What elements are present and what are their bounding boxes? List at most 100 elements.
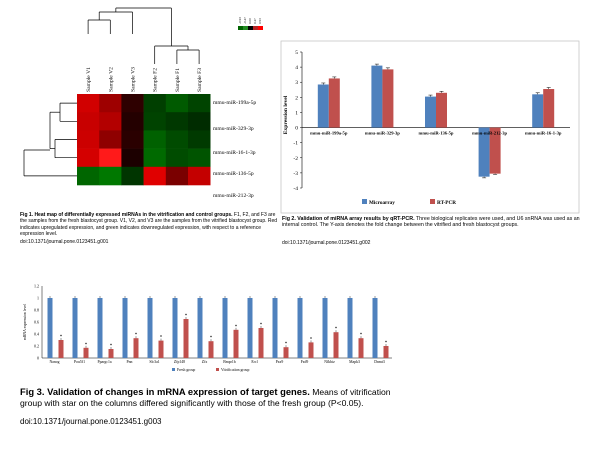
bar: [283, 347, 289, 358]
color-key-swatch: [238, 26, 243, 30]
bar: [347, 298, 353, 358]
color-key-label: 0.00: [248, 18, 252, 24]
fig2-chart: 5 4 3 2 1 0 -1 -2 -3 -4 Expression level mmu-miR-1…: [280, 40, 580, 214]
category-label: mmu-miR-329-3p: [365, 131, 400, 136]
y-tick-label: -1: [293, 141, 298, 147]
mirna-label: mmu-miR-16-1-3p: [213, 150, 256, 156]
fig3-caption: Fig 3. Validation of changes in mRNA exp…: [20, 386, 400, 409]
bar: [425, 96, 436, 128]
heatmap-cell: [77, 112, 100, 131]
bar: [247, 298, 253, 358]
color-key-swatch: [243, 26, 248, 30]
fig3-bars: * Nanog * Pou5f1 * Ppargc1a * Pnn * Slc3a1 * Zfp148…: [47, 296, 389, 364]
y-tick-label: 0: [295, 126, 298, 132]
significance-star: *: [160, 336, 163, 341]
y-axis-title: Expression level: [283, 95, 289, 134]
category-label: Zfx: [202, 360, 208, 364]
fig1-heatmap-cells: [77, 94, 211, 186]
fig3-legend: Fresh group Vitrification group: [172, 368, 249, 372]
heatmap-cell: [143, 166, 167, 186]
bar: [543, 89, 555, 128]
bar: [233, 329, 239, 358]
sample-label: Sample F3: [197, 68, 203, 92]
bar: [308, 342, 314, 358]
legend-label: RT-PCR: [437, 200, 456, 206]
bar: [47, 298, 53, 358]
y-tick-label: 1: [37, 296, 39, 301]
sample-label: Sample V3: [131, 67, 137, 92]
bar: [532, 94, 544, 128]
heatmap-cell: [77, 148, 100, 168]
heatmap-cell: [188, 112, 211, 131]
color-key-label: -0.93: [238, 17, 242, 24]
fig2-doi: doi:10.1371/journal.pone.0123451.g002: [282, 240, 371, 246]
significance-star: *: [335, 327, 338, 332]
significance-star: *: [310, 337, 313, 342]
y-tick-label: 0.8: [34, 308, 39, 313]
fig1-heatmap: Sample V1 Sample V2 Sample V3 Sample F2 Samp…: [23, 7, 263, 199]
legend-swatch: [430, 199, 435, 204]
bar: [122, 298, 128, 358]
bar: [147, 298, 153, 358]
heatmap-cell: [188, 166, 211, 186]
bar: [372, 298, 378, 358]
y-axis-title: mRNA expression level: [23, 304, 27, 340]
heatmap-cell: [143, 94, 167, 113]
fig1-caption-text: F1, F2, and F3 are the samples from the …: [20, 212, 278, 237]
fig1-row-dendrogram: [23, 102, 77, 177]
sample-label: Sample F1: [175, 68, 181, 92]
significance-star: *: [360, 333, 363, 338]
bar: [382, 69, 394, 128]
color-key-label: -0.47: [243, 17, 247, 24]
fig2-caption-text: Three biological replicates were used, a…: [282, 216, 580, 229]
heatmap-cell: [99, 130, 122, 149]
heatmap-cell: [77, 94, 100, 113]
fig1-caption-title: Fig 1. Heat map of differentially expres…: [20, 212, 233, 218]
significance-star: *: [235, 325, 238, 330]
category-label: Dnmt3: [374, 360, 385, 364]
y-tick-label: 1: [295, 110, 298, 116]
fig2-bars: mmu-miR-199a-5p mmu-miR-329-3p mmu-miR-136…: [310, 63, 562, 179]
category-label: Pou5f1: [74, 360, 85, 364]
color-key-swatch: [253, 26, 258, 30]
category-label: mmu-miR-136-5p: [419, 131, 454, 136]
y-tick-label: 0: [37, 356, 39, 361]
category-label: Bmpr1b: [223, 360, 236, 364]
heatmap-cell: [99, 94, 122, 113]
category-label: mmu-miR-199a-5p: [310, 131, 348, 136]
category-label: Slc3a1: [149, 360, 159, 364]
category-label: Ercl: [251, 360, 257, 364]
mirna-label: mmu-miR-136-5p: [213, 171, 254, 177]
fig2-caption: Fig 2. Validation of miRNA array results…: [282, 216, 582, 229]
bar: [208, 341, 214, 358]
heatmap-cell: [165, 112, 189, 131]
heatmap-cell: [143, 112, 167, 131]
y-tick-label: 1.2: [34, 284, 39, 289]
bar: [383, 346, 389, 358]
bar: [333, 332, 339, 358]
significance-star: *: [210, 336, 213, 341]
sample-label: Sample V1: [86, 67, 92, 92]
fig2-caption-title: Fig 2. Validation of miRNA array results…: [282, 216, 415, 222]
legend-label: Fresh group: [177, 368, 195, 372]
heatmap-cell: [99, 148, 122, 168]
y-tick-label: -2: [293, 156, 298, 162]
significance-star: *: [135, 333, 138, 338]
fig3-caption-title: Fig 3. Validation of changes in mRNA exp…: [20, 386, 310, 397]
fig3-doi: doi:10.1371/journal.pone.0123451.g003: [20, 417, 162, 426]
fig1-column-dendrogram: [87, 7, 200, 64]
fig2-frame: [280, 40, 580, 214]
legend-label: Microarray: [369, 200, 395, 206]
heatmap-cell: [99, 166, 122, 186]
heatmap-cell: [121, 148, 144, 168]
significance-star: *: [60, 335, 63, 340]
bar: [258, 328, 264, 358]
legend-swatch: [172, 368, 175, 371]
bar: [197, 298, 203, 358]
heatmap-cell: [165, 148, 189, 168]
heatmap-cell: [188, 148, 211, 168]
fig1-doi: doi:10.1371/journal.pone.0123451.g001: [20, 239, 109, 245]
y-tick-label: 2: [295, 95, 298, 101]
bar: [97, 298, 103, 358]
category-label: Ppargc1a: [97, 360, 111, 364]
